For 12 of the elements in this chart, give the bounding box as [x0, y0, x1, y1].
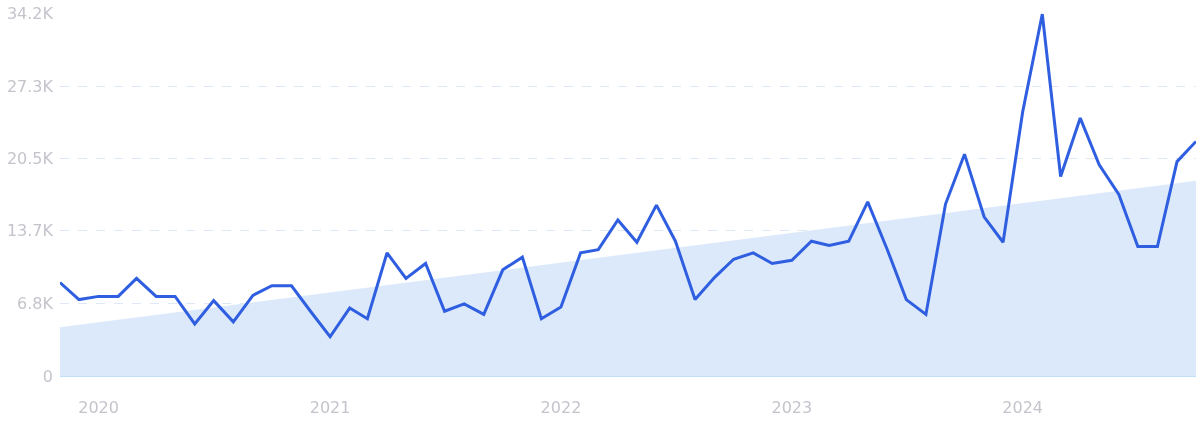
x-tick-label: 2024 — [1002, 398, 1044, 417]
y-tick-label: 6.8K — [17, 294, 54, 313]
line-series — [60, 13, 1196, 339]
y-tick-label: 13.7K — [6, 221, 54, 241]
x-tick-label: 2021 — [309, 398, 351, 417]
x-tick-label: 2020 — [78, 398, 119, 417]
y-tick-label: 27.3K — [6, 76, 54, 96]
x-tick-label: 2022 — [540, 398, 582, 417]
x-tick-label: 2023 — [771, 398, 813, 417]
y-tick-label: 0 — [42, 366, 53, 386]
y-tick-label: 20.5K — [6, 148, 54, 168]
y-tick-label: 34.2K — [6, 3, 54, 23]
